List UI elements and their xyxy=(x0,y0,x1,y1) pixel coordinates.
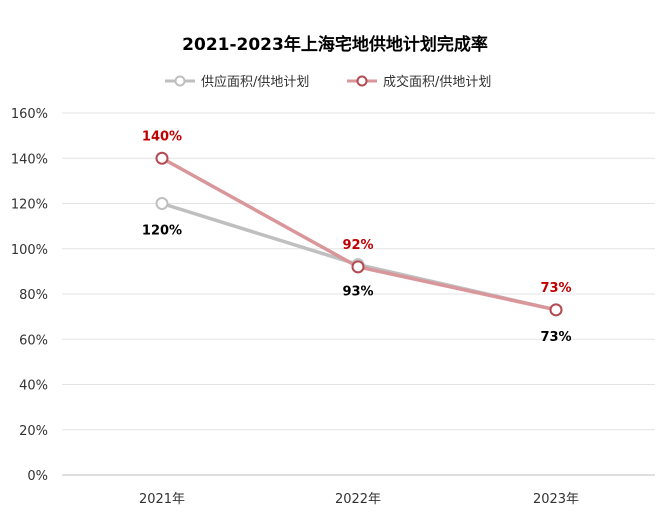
y-tick-label: 160% xyxy=(11,107,48,122)
data-label: 73% xyxy=(540,281,571,296)
data-point xyxy=(155,197,169,210)
data-point xyxy=(549,303,563,317)
series-layer xyxy=(155,151,563,317)
gridlines xyxy=(62,112,655,476)
legend-item-deal: 成交面积/供地计划 xyxy=(347,74,491,90)
data-label: 120% xyxy=(142,224,182,239)
data-point xyxy=(351,260,365,274)
data-label: 92% xyxy=(342,238,373,253)
y-tick-label: 100% xyxy=(11,243,48,258)
x-tick-label: 2022年 xyxy=(335,492,381,507)
x-tick-label: 2021年 xyxy=(139,492,185,507)
legend-label-supply: 供应面积/供地计划 xyxy=(201,74,309,90)
data-point xyxy=(155,151,169,165)
y-tick-label: 0% xyxy=(27,469,48,484)
data-label: 93% xyxy=(342,285,373,300)
y-tick-label: 140% xyxy=(11,152,48,167)
x-tick-label: 2023年 xyxy=(533,492,579,507)
legend: 供应面积/供地计划 成交面积/供地计划 xyxy=(165,74,491,90)
x-axis: 2021年 2022年 2023年 xyxy=(139,492,579,507)
data-labels: 120% 93% 73% 140% 92% 73% xyxy=(142,129,572,345)
y-tick-label: 80% xyxy=(19,288,48,303)
y-axis: 0% 20% 40% 60% 80% 100% 120% 140% 160% xyxy=(11,107,48,484)
data-label: 73% xyxy=(540,330,571,345)
y-tick-label: 60% xyxy=(19,333,48,348)
data-label: 140% xyxy=(142,129,182,144)
legend-label-deal: 成交面积/供地计划 xyxy=(383,74,491,90)
y-tick-label: 20% xyxy=(19,424,48,439)
legend-marker-supply xyxy=(174,75,186,87)
y-tick-label: 40% xyxy=(19,379,48,394)
chart-title: 2021-2023年上海宅地供地计划完成率 xyxy=(182,34,488,55)
y-tick-label: 120% xyxy=(11,198,48,213)
legend-marker-deal xyxy=(356,75,368,87)
legend-item-supply: 供应面积/供地计划 xyxy=(165,74,309,90)
